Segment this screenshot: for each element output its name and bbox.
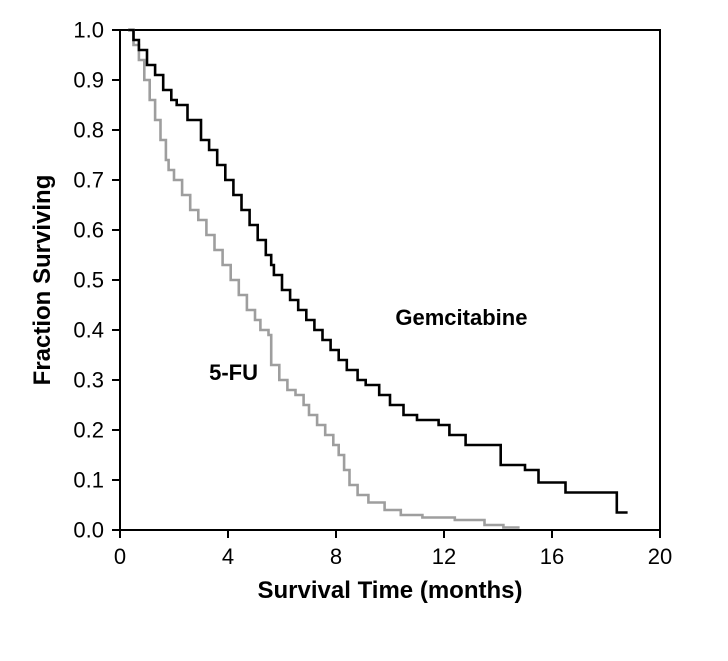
x-tick-label: 20 [648, 544, 672, 569]
y-tick-label: 0.3 [73, 368, 104, 393]
chart-bg [0, 0, 728, 661]
x-tick-label: 8 [330, 544, 342, 569]
x-tick-label: 4 [222, 544, 234, 569]
y-tick-label: 0.9 [73, 68, 104, 93]
y-tick-label: 0.7 [73, 168, 104, 193]
x-tick-label: 0 [114, 544, 126, 569]
y-tick-label: 0.6 [73, 218, 104, 243]
y-tick-label: 0.4 [73, 318, 104, 343]
y-tick-label: 0.8 [73, 118, 104, 143]
series-label-gemcitabine: Gemcitabine [395, 305, 527, 330]
y-tick-label: 0.0 [73, 518, 104, 543]
y-tick-label: 0.5 [73, 268, 104, 293]
y-axis-title: Fraction Surviving [29, 175, 56, 386]
y-tick-label: 1.0 [73, 18, 104, 43]
series-label-5-fu: 5-FU [209, 360, 258, 385]
y-tick-label: 0.2 [73, 418, 104, 443]
x-tick-label: 12 [432, 544, 456, 569]
x-tick-label: 16 [540, 544, 564, 569]
y-tick-label: 0.1 [73, 468, 104, 493]
chart-svg: 0 4 8 12 16 20 0.0 0.1 0.2 0.3 0.4 0.5 0.6 0.7 0.8 0.9 1… [0, 0, 728, 661]
survival-chart: 0 4 8 12 16 20 0.0 0.1 0.2 0.3 0.4 0.5 0.6 0.7 0.8 0.9 1… [0, 0, 728, 661]
x-axis-title: Survival Time (months) [258, 577, 523, 604]
